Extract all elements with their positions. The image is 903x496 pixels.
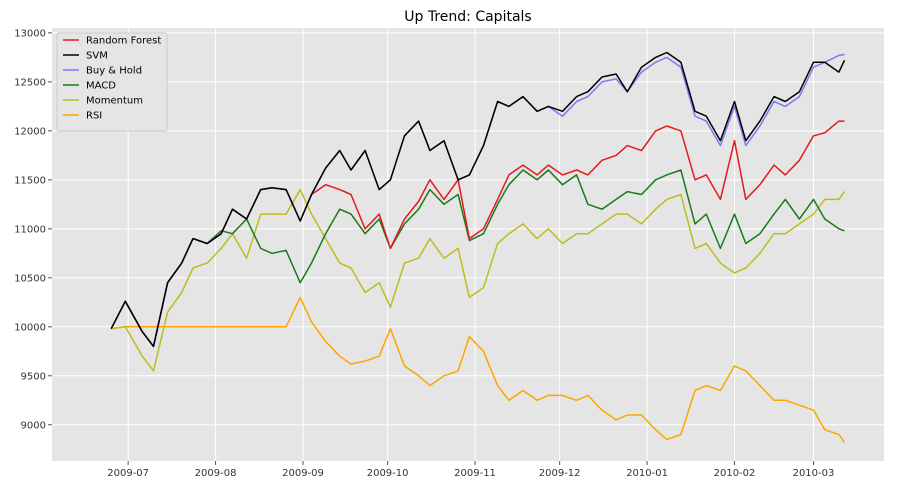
legend: Random Forest SVM Buy & Hold MACD Momentum RS… bbox=[56, 32, 168, 132]
y-tick-label: 13000 bbox=[14, 28, 46, 39]
legend-label-svm: SVM bbox=[86, 51, 108, 62]
x-tick-label: 2009-10 bbox=[367, 468, 409, 479]
x-axis: 2009-07 2009-08 2009-09 2009-10 2009-11 2009-… bbox=[107, 461, 834, 479]
y-tick-label: 11000 bbox=[14, 224, 46, 235]
legend-box bbox=[56, 32, 168, 132]
x-tick-label: 2010-01 bbox=[626, 468, 668, 479]
x-tick-label: 2009-12 bbox=[539, 468, 581, 479]
series-line-momentum bbox=[111, 188, 846, 372]
y-tick-label: 10500 bbox=[14, 273, 46, 284]
x-tick-label: 2010-02 bbox=[714, 468, 756, 479]
chart-title: Up Trend: Capitals bbox=[404, 9, 531, 25]
legend-label-buy-hold: Buy & Hold bbox=[86, 66, 142, 77]
legend-label-random-forest: Random Forest bbox=[86, 36, 161, 47]
y-tick-label: 9000 bbox=[21, 420, 46, 431]
x-tick-label: 2009-09 bbox=[282, 468, 324, 479]
y-tick-label: 10000 bbox=[14, 322, 46, 333]
x-tick-label: 2009-11 bbox=[454, 468, 496, 479]
legend-label-macd: MACD bbox=[86, 81, 116, 92]
legend-label-rsi: RSI bbox=[86, 111, 102, 122]
series-line-rsi bbox=[111, 296, 846, 443]
x-tick-label: 2009-08 bbox=[195, 468, 237, 479]
legend-label-momentum: Momentum bbox=[86, 96, 143, 107]
series-line-macd bbox=[110, 169, 845, 348]
x-tick-label: 2009-07 bbox=[107, 468, 149, 479]
x-tick-label: 2010-03 bbox=[793, 468, 835, 479]
y-axis: 9000 9500 10000 10500 11000 11500 12000 12500 13… bbox=[14, 28, 52, 431]
y-tick-label: 11500 bbox=[14, 175, 46, 186]
series-lines bbox=[110, 51, 846, 443]
plot-area bbox=[52, 28, 884, 461]
series-line-svm bbox=[110, 51, 846, 348]
y-tick-label: 9500 bbox=[21, 371, 46, 382]
y-tick-label: 12000 bbox=[14, 126, 46, 137]
y-tick-label: 12500 bbox=[14, 77, 46, 88]
